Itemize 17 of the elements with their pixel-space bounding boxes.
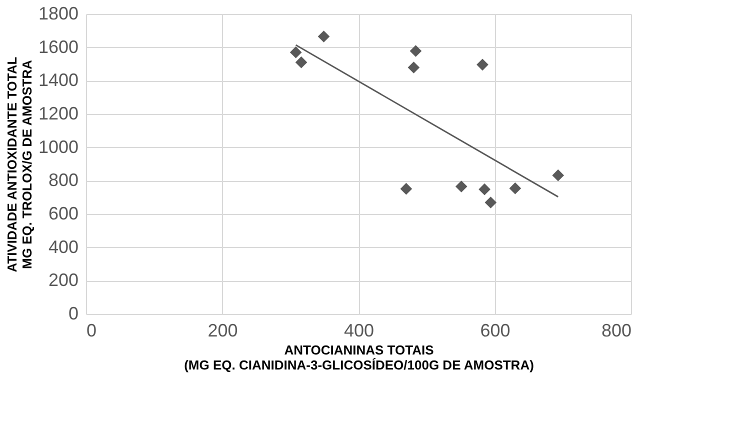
x-tick-label: 200 <box>208 320 238 340</box>
y-tick-label: 0 <box>68 304 78 324</box>
y-tick-label: 1800 <box>38 4 78 24</box>
y-tick-label: 1000 <box>38 136 78 157</box>
y-tick-label: 600 <box>48 204 78 224</box>
x-axis-title: ANTOCIANINAS TOTAIS (MG EQ. CIANIDINA-3-GLICOSÍDEO/100G DE AMOSTRA) <box>184 342 534 372</box>
y-tick-label: 1600 <box>38 36 78 57</box>
x-tick-label: 600 <box>480 320 510 340</box>
x-tick-label: 400 <box>344 320 374 340</box>
y-tick-label: 200 <box>48 270 78 290</box>
y-tick-label: 1400 <box>38 70 78 90</box>
y-tick-label: 1200 <box>38 104 78 124</box>
y-tick-label: 400 <box>48 236 78 257</box>
y-tick-label: 800 <box>48 170 78 190</box>
x-tick-label: 800 <box>601 320 632 340</box>
y-axis-title: ATIVIDADE ANTIOXIDANTE TOTAL MG EQ. TROLOX/G DE AMOSTRA <box>4 56 34 272</box>
x-tick-label: 0 <box>86 320 97 340</box>
